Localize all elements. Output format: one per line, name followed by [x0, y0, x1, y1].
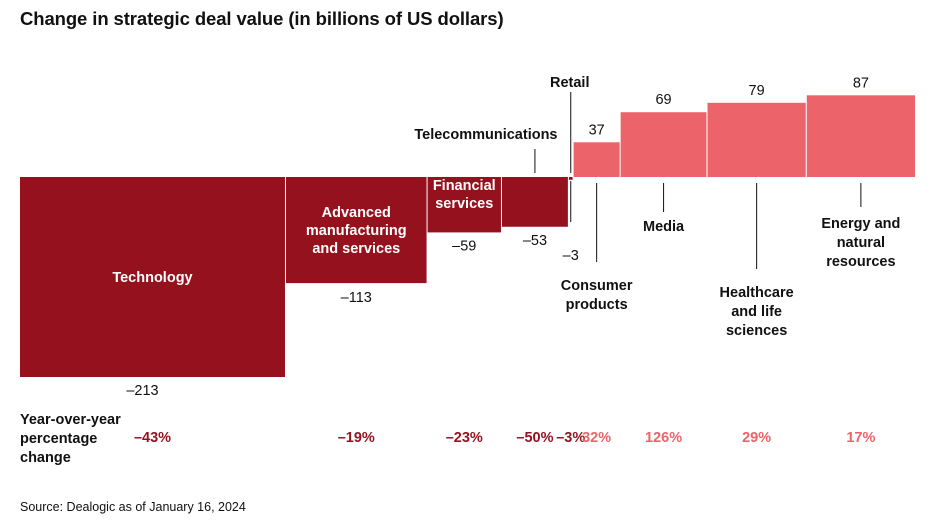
yoy-change-advanced-manufacturing: –19%: [338, 430, 375, 446]
value-label-retail: –3: [563, 248, 579, 264]
yoy-change-retail: –3%: [556, 430, 585, 446]
bar-advanced-manufacturing: [285, 177, 427, 284]
bar-financial-services: [427, 177, 501, 233]
bar-technology: [20, 177, 285, 378]
bar-media: [620, 112, 707, 177]
category-label-consumer-products: Consumer products: [561, 278, 633, 313]
category-label-energy: Energy and natural resources: [821, 216, 900, 270]
bar-consumer-products: [573, 142, 620, 177]
value-label-advanced-manufacturing: –113: [341, 290, 372, 306]
value-label-energy: 87: [853, 75, 869, 91]
bar-retail: [568, 177, 573, 180]
category-label-healthcare: Healthcare and life sciences: [720, 285, 794, 339]
chart-title: Change in strategic deal value (in billi…: [20, 8, 504, 29]
category-label-retail: Retail: [550, 75, 590, 91]
yoy-change-technology: –43%: [134, 430, 171, 446]
category-label-media: Media: [643, 219, 685, 235]
yoy-change-energy: 17%: [846, 430, 875, 446]
value-label-financial-services: –59: [452, 238, 476, 254]
category-label-telecommunications: Telecommunications: [414, 127, 557, 143]
value-label-healthcare: 79: [749, 83, 765, 99]
value-label-media: 69: [655, 92, 671, 108]
bar-healthcare: [707, 102, 806, 177]
yoy-change-media: 126%: [645, 430, 682, 446]
category-label-technology: Technology: [112, 270, 192, 286]
category-label-advanced-manufacturing: Advanced manufacturing and services: [306, 205, 407, 257]
yoy-change-consumer-products: 32%: [582, 430, 611, 446]
value-label-consumer-products: 37: [589, 122, 605, 138]
yoy-change-healthcare: 29%: [742, 430, 771, 446]
source-note: Source: Dealogic as of January 16, 2024: [20, 500, 246, 514]
bar-energy: [806, 95, 915, 177]
yoy-change-financial-services: –23%: [446, 430, 483, 446]
yoy-row-label: Year-over-year percentage change: [20, 412, 121, 466]
value-label-telecommunications: –53: [523, 233, 547, 249]
bar-telecommunications: [501, 177, 568, 227]
yoy-change-telecommunications: –50%: [516, 430, 553, 446]
value-label-technology: –213: [126, 383, 158, 399]
category-label-financial-services: Financial services: [433, 178, 496, 212]
